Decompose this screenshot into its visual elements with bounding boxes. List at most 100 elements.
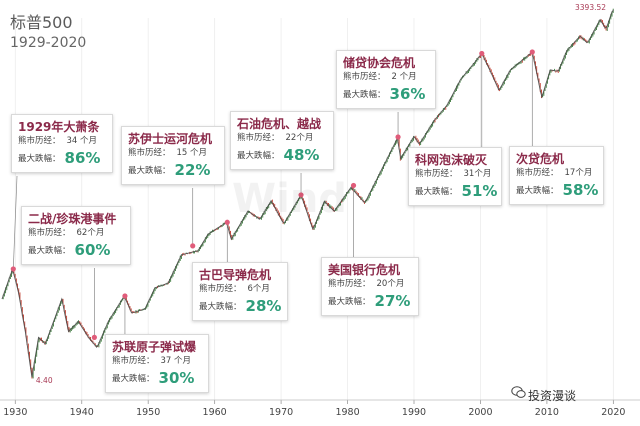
event-drop-row: 最大跌幅： 28% <box>199 296 281 317</box>
event-duration-row: 熊市历经： 62个月 <box>28 227 124 240</box>
event-drop-row: 最大跌幅： 36% <box>343 84 429 105</box>
x-tick-label: 1940 <box>70 407 94 418</box>
event-name: 二战/珍珠港事件 <box>28 212 117 226</box>
event-drop-row: 最大跌幅： 30% <box>112 368 202 389</box>
event-marker <box>122 293 128 299</box>
bear-duration: 31个月 <box>463 169 492 179</box>
event-name: 科网泡沫破灭 <box>415 153 488 167</box>
event-name: 苏伊士运河危机 <box>128 132 213 146</box>
wechat-icon <box>511 386 526 398</box>
bear-label: 熊市历经： <box>415 169 458 179</box>
chart-title: 标普500 <box>10 13 73 32</box>
event-box: 储贷协会危机 熊市历经： 2 个月 最大跌幅： 36% <box>336 50 436 109</box>
bear-duration: 62个月 <box>76 228 105 238</box>
event-marker <box>190 243 196 249</box>
x-tick-label: 1970 <box>269 407 293 418</box>
max-drop-value: 51% <box>461 182 498 200</box>
bear-duration: 22个月 <box>285 133 314 143</box>
event-box: 古巴导弹危机 熊市历经： 6个月 最大跌幅： 28% <box>192 262 288 321</box>
event-name: 美国银行危机 <box>328 263 401 277</box>
bear-label: 熊市历经： <box>112 356 155 366</box>
drop-label: 最大跌幅： <box>237 151 280 161</box>
bear-label: 熊市历经： <box>128 148 171 158</box>
drop-label: 最大跌幅： <box>128 166 171 176</box>
event-drop-row: 最大跌幅： 22% <box>128 160 218 181</box>
x-tick-label: 1950 <box>136 407 160 418</box>
event-duration-row: 熊市历经： 2 个月 <box>343 71 429 84</box>
x-tick-label: 2020 <box>601 407 625 418</box>
bear-duration: 6个月 <box>247 284 270 294</box>
bear-label: 熊市历经： <box>18 136 61 146</box>
drop-label: 最大跌幅： <box>516 186 559 196</box>
drop-label: 最大跌幅： <box>112 374 155 384</box>
bear-label: 熊市历经： <box>199 284 242 294</box>
max-drop-value: 60% <box>74 241 111 259</box>
max-drop-value: 86% <box>64 149 101 167</box>
drop-label: 最大跌幅： <box>343 90 386 100</box>
event-name: 次贷危机 <box>516 152 565 166</box>
x-tick-label: 1990 <box>402 407 426 418</box>
event-duration-row: 熊市历经： 15 个月 <box>128 147 218 160</box>
event-drop-row: 最大跌幅： 86% <box>18 148 106 169</box>
bear-label: 熊市历经： <box>28 228 71 238</box>
event-box: 次贷危机 熊市历经： 17个月 最大跌幅： 58% <box>509 146 604 205</box>
event-markers <box>10 49 535 340</box>
bear-label: 熊市历经： <box>237 133 280 143</box>
value-annotation: 4.40 <box>36 376 53 385</box>
event-duration-row: 熊市历经： 37 个月 <box>112 355 202 368</box>
bear-label: 熊市历经： <box>343 72 386 82</box>
event-name: 古巴导弹危机 <box>199 268 272 282</box>
event-marker <box>529 49 535 55</box>
max-drop-value: 27% <box>374 292 411 310</box>
bear-label: 熊市历经： <box>516 168 559 178</box>
x-tick-label: 2000 <box>468 407 492 418</box>
max-drop-value: 58% <box>562 181 599 199</box>
bear-duration: 20个月 <box>376 279 405 289</box>
price-line <box>1 9 614 378</box>
max-drop-value: 48% <box>283 146 320 164</box>
event-drop-row: 最大跌幅： 48% <box>237 145 327 166</box>
event-box: 美国银行危机 熊市历经： 20个月 最大跌幅： 27% <box>321 257 419 316</box>
value-annotations: 4.40 3393.52 <box>36 3 606 385</box>
event-marker <box>350 182 357 189</box>
event-box: 苏联原子弹试爆 熊市历经： 37 个月 最大跌幅： 30% <box>105 334 209 393</box>
x-tick-label: 1980 <box>335 407 359 418</box>
watermark: Wind <box>232 176 347 222</box>
x-tick-label: 1960 <box>203 407 227 418</box>
bear-label: 熊市历经： <box>328 279 371 289</box>
event-duration-row: 熊市历经： 20个月 <box>328 278 412 291</box>
drop-label: 最大跌幅： <box>328 297 371 307</box>
event-box: 石油危机、越战 熊市历经： 22个月 最大跌幅： 48% <box>230 111 334 170</box>
value-annotation: 3393.52 <box>575 3 606 12</box>
event-marker <box>395 134 401 140</box>
event-name: 储贷协会危机 <box>343 56 416 70</box>
brand-label: 投资漫谈 <box>528 389 577 403</box>
event-duration-row: 熊市历经： 22个月 <box>237 132 327 145</box>
event-box: 苏伊士运河危机 熊市历经： 15 个月 最大跌幅： 22% <box>121 126 225 185</box>
event-duration-row: 熊市历经： 17个月 <box>516 167 597 180</box>
drop-label: 最大跌幅： <box>199 302 242 312</box>
drop-label: 最大跌幅： <box>28 246 71 256</box>
event-marker <box>298 192 304 198</box>
event-duration-row: 熊市历经： 31个月 <box>415 168 495 181</box>
event-duration-row: 熊市历经： 6个月 <box>199 283 281 296</box>
event-drop-row: 最大跌幅： 60% <box>28 240 124 261</box>
event-marker <box>91 334 97 340</box>
max-drop-value: 28% <box>245 297 282 315</box>
event-name: 石油危机、越战 <box>237 117 322 131</box>
x-tick-label: 2010 <box>535 407 559 418</box>
event-box: 二战/珍珠港事件 熊市历经： 62个月 最大跌幅： 60% <box>21 206 131 265</box>
x-tick-labels: 1930 1940 1950 1960 1970 1980 1990 2000 2010 2020 <box>3 407 625 418</box>
event-leader-lines <box>12 52 533 338</box>
bear-duration: 37 个月 <box>160 356 192 366</box>
event-drop-row: 最大跌幅： 58% <box>516 180 599 201</box>
event-box: 科网泡沫破灭 熊市历经： 31个月 最大跌幅： 51% <box>408 147 502 206</box>
max-drop-value: 30% <box>158 369 195 387</box>
drop-label: 最大跌幅： <box>415 187 458 197</box>
event-drop-row: 最大跌幅： 27% <box>328 291 412 312</box>
chart-subtitle: 1929-2020 <box>10 35 87 51</box>
event-drop-row: 最大跌幅： 51% <box>415 181 498 202</box>
event-marker <box>479 50 485 57</box>
bear-duration: 15 个月 <box>176 148 208 158</box>
max-drop-value: 36% <box>389 85 426 103</box>
